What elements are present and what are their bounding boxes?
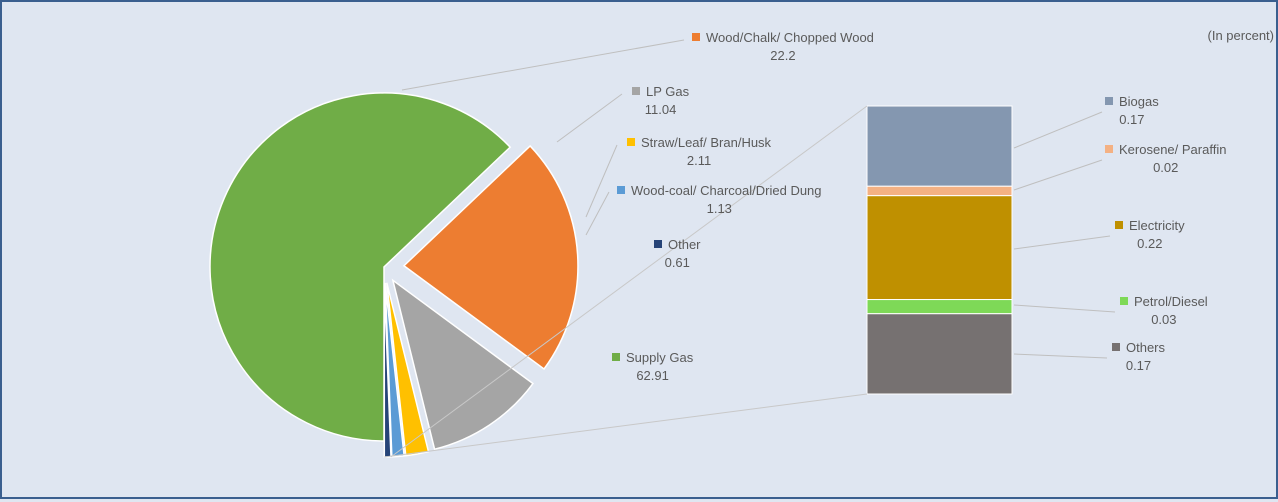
bar-label-value: 0.03: [1151, 312, 1176, 327]
bar-label-name: Petrol/Diesel: [1134, 294, 1208, 309]
bar-label-legend-key: [1120, 297, 1128, 305]
bar-segment-electricity: [866, 195, 1013, 301]
connector-top: [390, 105, 868, 458]
pie-label-name: LP Gas: [646, 84, 690, 99]
bar-segments: [866, 105, 1013, 395]
pie-label-wood-chalk-chopped-wood: Wood/Chalk/ Chopped Wood 22.2: [692, 30, 874, 63]
pie-label-legend-key: [617, 186, 625, 194]
bar-label-leader: [1013, 111, 1103, 149]
bar-segment-petrol-diesel: [866, 299, 1013, 315]
bar-segment-kerosene-paraffin: [866, 185, 1013, 197]
bar-label-legend-key: [1112, 343, 1120, 351]
bar-label-name: Electricity: [1129, 218, 1185, 233]
bar-label-leader: [1013, 235, 1111, 250]
bar-label-leader: [1013, 304, 1116, 313]
bar-label-petrol-diesel: Petrol/Diesel 0.03: [1120, 294, 1208, 327]
bar-label-name: Kerosene/ Paraffin: [1119, 142, 1226, 157]
pie-label-other: Other 0.61: [654, 237, 701, 270]
pie-label-legend-key: [632, 87, 640, 95]
bar-label-value: 0.17: [1126, 358, 1151, 373]
pie-slice-supply-gas: [209, 92, 512, 442]
leader-lines: [401, 39, 1116, 359]
pie-label-leader: [585, 191, 610, 236]
bar-label-value: 0.22: [1137, 236, 1162, 251]
pie-label-name: Wood-coal/ Charcoal/Dried Dung: [631, 183, 822, 198]
connector-lines: [384, 105, 868, 458]
bar-label-legend-key: [1105, 145, 1113, 153]
pie-label-value: 22.2: [770, 48, 795, 63]
pie-label-leader: [401, 39, 685, 91]
pie-label-supply-gas: Supply Gas 62.91: [612, 350, 694, 383]
bar-label-leader: [1013, 159, 1103, 191]
connector-bottom: [384, 393, 868, 458]
bar-label-value: 0.17: [1119, 112, 1144, 127]
bar-label-legend-key: [1105, 97, 1113, 105]
bar-label-leader: [1013, 353, 1108, 359]
bar-label-others: Others 0.17: [1112, 340, 1166, 373]
pie-label-value: 11.04: [645, 102, 677, 117]
pie-slice-lp-gas: [391, 278, 534, 451]
pie-label-lp-gas: LP Gas 11.04: [632, 84, 690, 117]
pie-label-legend-key: [692, 33, 700, 41]
bar-label-name: Others: [1126, 340, 1166, 355]
bar-label-legend-key: [1115, 221, 1123, 229]
pie-label-name: Straw/Leaf/ Bran/Husk: [641, 135, 772, 150]
pie-label-legend-key: [612, 353, 620, 361]
pie-label-legend-key: [654, 240, 662, 248]
bar-label-name: Biogas: [1119, 94, 1159, 109]
pie-label-name: Other: [668, 237, 701, 252]
bar-segment-others: [866, 313, 1013, 395]
pie-label-leader: [585, 144, 618, 218]
pie-label-name: Wood/Chalk/ Chopped Wood: [706, 30, 874, 45]
pie-label-leader: [556, 93, 623, 143]
pie-label-straw-leaf-bran-husk: Straw/Leaf/ Bran/Husk 2.11: [627, 135, 772, 168]
pie-label-value: 0.61: [665, 255, 690, 270]
pie-label-name: Supply Gas: [626, 350, 694, 365]
bar-label-electricity: Electricity 0.22: [1115, 218, 1185, 251]
pie-label-value: 62.91: [636, 368, 669, 383]
data-labels: Supply Gas 62.91 Wood/Chalk/ Chopped Wood 2…: [612, 30, 1226, 383]
pie-slices: [209, 92, 579, 458]
bar-segment-biogas: [866, 105, 1013, 187]
pie-slice-wood-chalk-chopped-wood: [402, 144, 579, 371]
unit-note: (In percent): [1208, 28, 1274, 43]
pie-label-value: 2.11: [687, 153, 711, 168]
pie-label-wood-coal-charcoal-dried-dung: Wood-coal/ Charcoal/Dried Dung 1.13: [617, 183, 822, 216]
pie-label-value: 1.13: [707, 201, 732, 216]
pie-label-legend-key: [627, 138, 635, 146]
bar-label-biogas: Biogas 0.17: [1105, 94, 1159, 127]
bar-label-value: 0.02: [1153, 160, 1178, 175]
bar-label-kerosene-paraffin: Kerosene/ Paraffin 0.02: [1105, 142, 1226, 175]
